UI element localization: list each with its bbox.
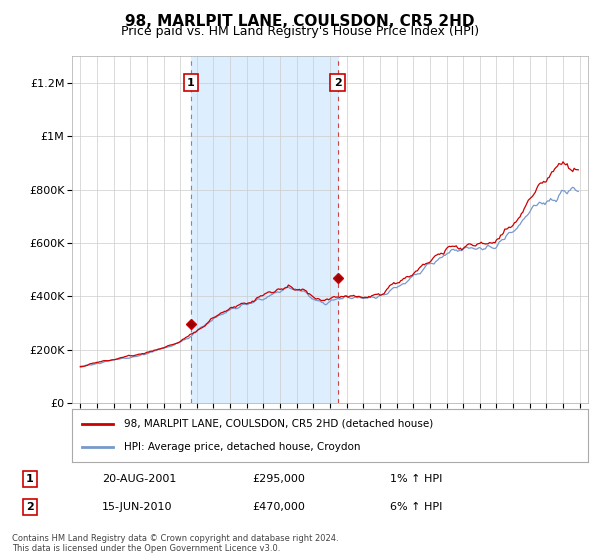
- Text: 98, MARLPIT LANE, COULSDON, CR5 2HD: 98, MARLPIT LANE, COULSDON, CR5 2HD: [125, 14, 475, 29]
- Text: 2: 2: [26, 502, 34, 512]
- Text: This data is licensed under the Open Government Licence v3.0.: This data is licensed under the Open Gov…: [12, 544, 280, 553]
- Text: 20-AUG-2001: 20-AUG-2001: [102, 474, 176, 484]
- Text: 2: 2: [334, 78, 341, 88]
- Text: Price paid vs. HM Land Registry's House Price Index (HPI): Price paid vs. HM Land Registry's House …: [121, 25, 479, 38]
- Text: 15-JUN-2010: 15-JUN-2010: [102, 502, 173, 512]
- Text: 1% ↑ HPI: 1% ↑ HPI: [390, 474, 442, 484]
- Text: Contains HM Land Registry data © Crown copyright and database right 2024.: Contains HM Land Registry data © Crown c…: [12, 534, 338, 543]
- Bar: [191, 56, 338, 403]
- Text: 6% ↑ HPI: 6% ↑ HPI: [390, 502, 442, 512]
- Text: £470,000: £470,000: [252, 502, 305, 512]
- Text: HPI: Average price, detached house, Croydon: HPI: Average price, detached house, Croy…: [124, 442, 360, 452]
- Text: 98, MARLPIT LANE, COULSDON, CR5 2HD (detached house): 98, MARLPIT LANE, COULSDON, CR5 2HD (det…: [124, 419, 433, 429]
- Text: 1: 1: [187, 78, 195, 88]
- Text: £295,000: £295,000: [252, 474, 305, 484]
- Text: 1: 1: [26, 474, 34, 484]
